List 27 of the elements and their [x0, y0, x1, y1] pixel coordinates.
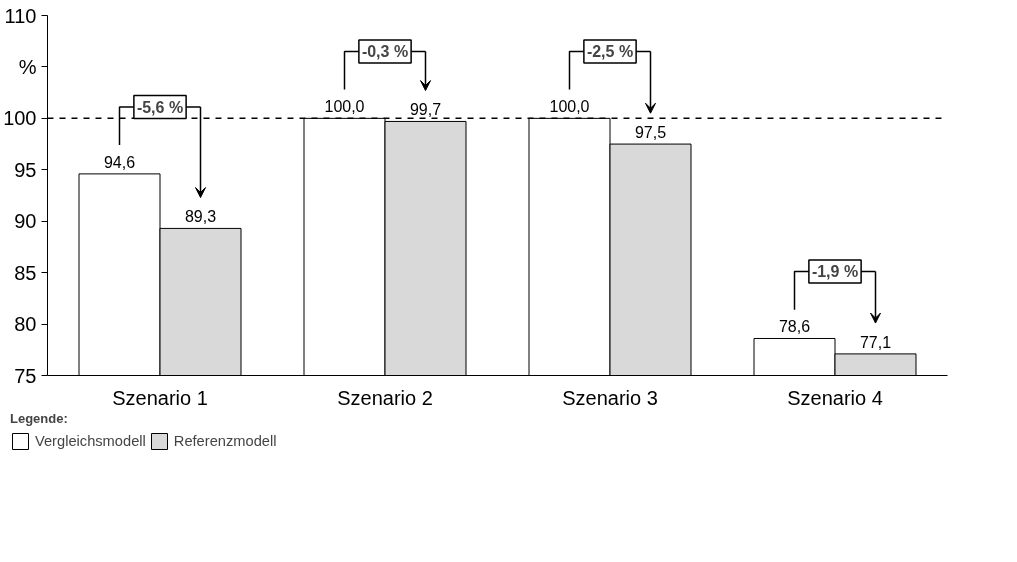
legend-label: Vergleichsmodell — [35, 433, 146, 449]
data-label: 78,6 — [778, 318, 811, 336]
y-tick-label: 90 — [14, 210, 37, 233]
annotation: -0,3 % — [361, 43, 409, 60]
data-label: 77,1 — [859, 333, 892, 351]
y-tick-label: 75 — [14, 364, 37, 387]
data-label: 97,5 — [634, 124, 667, 142]
x-tick-label: Szenario 4 — [787, 386, 883, 409]
annotation: -2,5 % — [586, 43, 634, 60]
data-label: 99,7 — [409, 101, 442, 119]
legend-label: Referenzmodell — [173, 433, 277, 449]
y-tick-label: 80 — [14, 313, 37, 336]
data-label: 94,6 — [103, 153, 136, 171]
x-tick-label: Szenario 1 — [112, 386, 208, 409]
y-tick-label: 85 — [14, 261, 37, 284]
data-label: 89,3 — [184, 208, 217, 226]
annotation: -1,9 % — [811, 263, 859, 281]
y-tick-label: % — [18, 55, 37, 78]
x-tick-label: Szenario 2 — [337, 386, 433, 409]
y-tick-label: 100 — [3, 107, 37, 130]
y-tick-label: 110 — [4, 4, 37, 27]
data-label: 100,0 — [549, 98, 590, 116]
data-label: 100,0 — [324, 98, 365, 116]
x-tick-label: Szenario 3 — [562, 386, 658, 409]
annotation: -5,6 % — [136, 98, 184, 116]
y-tick-label: 95 — [14, 158, 37, 181]
legend-title: Legende: — [10, 411, 69, 426]
